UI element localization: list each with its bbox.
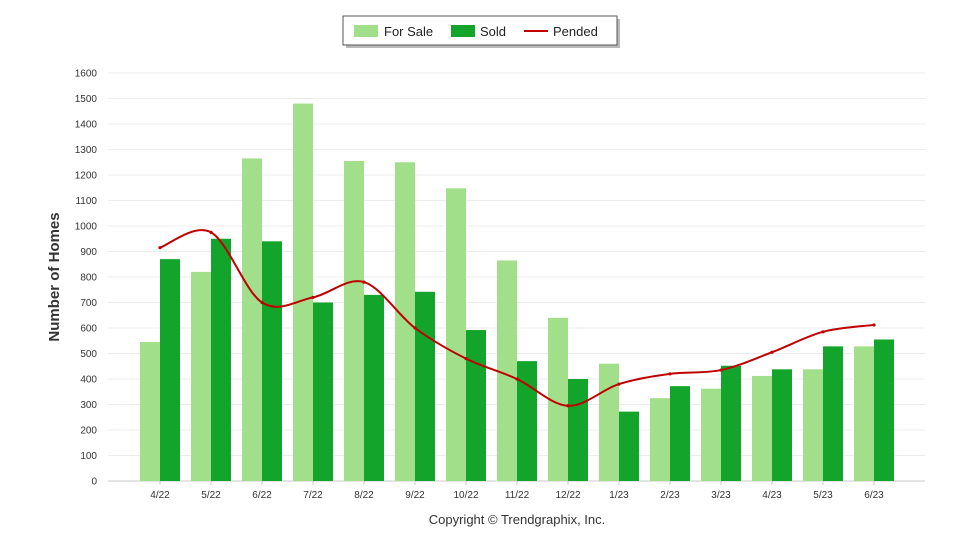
bar-sold — [364, 294, 384, 481]
x-tick-label: 10/22 — [453, 490, 478, 501]
pended-point — [566, 404, 570, 408]
x-tick-label: 2/23 — [660, 490, 680, 501]
y-tick-label: 0 — [91, 477, 97, 488]
copyright-text: Copyright © Trendgraphix, Inc. — [429, 512, 606, 527]
axes: 0 100 200 300 400 500 600 700 800 900 1000 1100 1200… — [75, 69, 884, 502]
bar-for-sale — [140, 342, 160, 481]
pended-point — [719, 368, 723, 372]
bar-for-sale — [599, 363, 619, 481]
bar-sold — [313, 302, 333, 481]
x-tick-label: 1/23 — [609, 490, 629, 501]
y-tick-label: 900 — [80, 247, 97, 258]
x-tick-label: 3/23 — [711, 490, 731, 501]
bar-sold — [619, 411, 639, 481]
pended-point — [464, 357, 468, 361]
pended-point — [821, 330, 825, 334]
bar-sold — [262, 241, 282, 481]
bar-for-sale — [293, 103, 313, 481]
x-tick-label: 4/22 — [150, 490, 170, 501]
x-tick-label: 7/22 — [303, 490, 323, 501]
bar-sold — [415, 291, 435, 481]
legend-label-sold: Sold — [480, 24, 506, 39]
x-tick-label: 11/22 — [505, 490, 530, 501]
bar-sold — [772, 369, 792, 481]
pended-point — [515, 377, 519, 381]
x-tick-label: 6/22 — [252, 490, 272, 501]
x-tick-label: 5/23 — [813, 490, 833, 501]
x-tick-label: 9/22 — [405, 490, 425, 501]
y-tick-label: 700 — [80, 298, 97, 309]
bar-for-sale — [650, 398, 670, 481]
bar-for-sale — [344, 160, 364, 481]
bar-for-sale — [803, 369, 823, 481]
x-tick-label: 4/23 — [762, 490, 782, 501]
pended-point — [260, 300, 264, 305]
y-tick-label: 1100 — [75, 196, 97, 207]
bar-sold — [874, 339, 894, 481]
bar-sold — [823, 346, 843, 481]
legend-label-for-sale: For Sale — [384, 24, 433, 39]
legend-box — [342, 15, 618, 46]
bar-for-sale — [191, 271, 211, 481]
x-tick-label: 8/22 — [354, 490, 374, 501]
bar-for-sale — [446, 188, 466, 481]
y-tick-label: 200 — [80, 426, 97, 437]
bar-sold — [568, 379, 588, 481]
y-tick-label: 800 — [80, 273, 97, 284]
legend: For Sale Sold Pended — [342, 15, 620, 48]
bar-sold — [721, 365, 741, 481]
pended-line-layer — [158, 229, 876, 408]
y-tick-label: 1400 — [75, 120, 98, 131]
bar-for-sale — [395, 162, 415, 481]
x-tick-label: 12/22 — [555, 490, 580, 501]
bars — [140, 103, 894, 482]
bar-for-sale — [752, 375, 772, 481]
pended-point — [311, 295, 315, 299]
pended-point — [362, 280, 366, 284]
bar-for-sale — [548, 317, 568, 481]
y-tick-label: 500 — [80, 349, 97, 360]
pended-line — [159, 229, 875, 407]
legend-swatch-sold — [451, 25, 475, 37]
y-tick-label: 600 — [80, 324, 97, 335]
pended-point — [617, 382, 621, 386]
y-tick-label: 400 — [80, 375, 97, 386]
pended-point — [770, 350, 774, 354]
y-tick-label: 100 — [80, 451, 97, 462]
y-axis-label: Number of Homes — [46, 212, 63, 341]
pended-point — [209, 230, 213, 234]
y-tick-label: 1000 — [75, 222, 98, 233]
bar-for-sale — [497, 260, 517, 481]
bar-sold — [160, 259, 180, 481]
bar-sold — [466, 330, 486, 481]
bar-for-sale — [242, 158, 262, 482]
y-tick-label: 1300 — [75, 145, 98, 156]
y-tick-label: 1200 — [75, 171, 98, 182]
bar-sold — [211, 238, 231, 481]
y-tick-label: 1600 — [75, 69, 98, 80]
legend-swatch-for-sale — [354, 25, 378, 37]
bar-sold — [670, 386, 690, 481]
x-tick-label: 5/22 — [201, 490, 221, 501]
y-tick-label: 300 — [80, 400, 97, 411]
bar-sold — [517, 361, 537, 481]
pended-point — [872, 323, 876, 327]
x-tick-label: 6/23 — [864, 490, 884, 501]
pended-point — [668, 372, 672, 376]
pended-point — [413, 326, 417, 330]
pended-point — [158, 246, 162, 250]
y-tick-label: 1500 — [75, 94, 98, 105]
bar-for-sale — [854, 346, 874, 481]
bar-for-sale — [701, 388, 721, 481]
legend-label-pended: Pended — [553, 24, 598, 39]
